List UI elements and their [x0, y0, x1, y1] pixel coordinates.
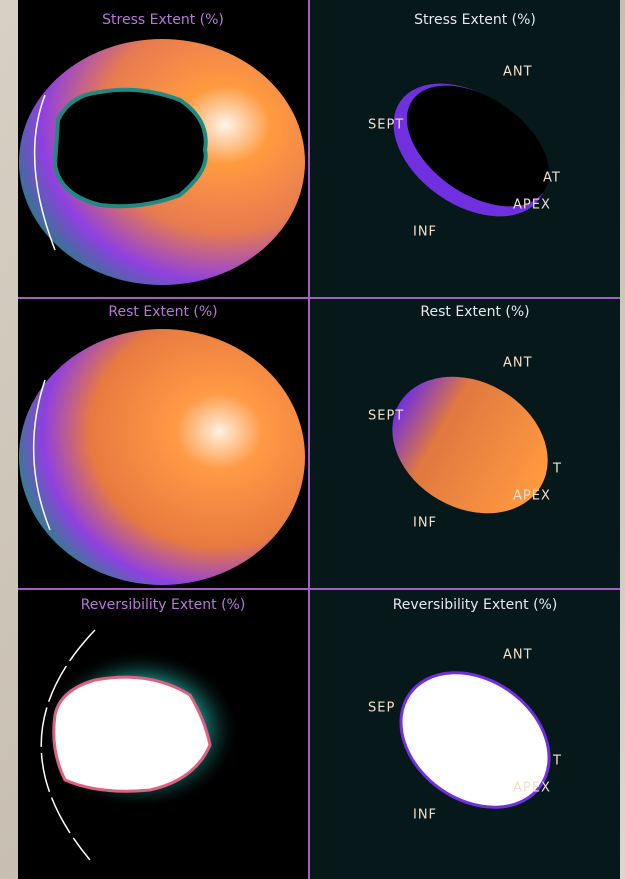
orientation-label: APEX	[513, 198, 551, 213]
view-title: Rest Extent (%)	[420, 304, 529, 320]
orientation-label: INF	[413, 516, 437, 531]
orientation-label: INF	[413, 225, 437, 240]
polar-map	[19, 329, 305, 585]
map-title: Rest Extent (%)	[108, 304, 217, 320]
orientation-label: T	[552, 754, 562, 769]
orientation-label: ANT	[503, 65, 533, 80]
orientation-label: SEP	[368, 701, 395, 716]
map-title: Reversibility Extent (%)	[81, 597, 246, 613]
orientation-label: ANT	[503, 648, 533, 663]
map-title: Stress Extent (%)	[102, 12, 224, 28]
orientation-label: SEPT	[368, 118, 404, 133]
orientation-label: ANT	[503, 356, 533, 371]
orientation-label: APEX	[513, 489, 551, 504]
orientation-label: APEX	[513, 781, 551, 796]
screen: Stress Extent (%) Stress Extent (%) Rest…	[0, 0, 625, 879]
orientation-label: SEPT	[368, 409, 404, 424]
reversible-area	[54, 677, 210, 791]
page: {"panels": [ {"map_title": "Stress Exten…	[0, 0, 625, 879]
view-title: Reversibility Extent (%)	[393, 597, 558, 613]
orientation-label: T	[552, 462, 562, 477]
defect	[55, 90, 206, 206]
orientation-label: INF	[413, 808, 437, 823]
view-title: Stress Extent (%)	[414, 12, 536, 28]
orientation-label: AT	[543, 171, 561, 186]
